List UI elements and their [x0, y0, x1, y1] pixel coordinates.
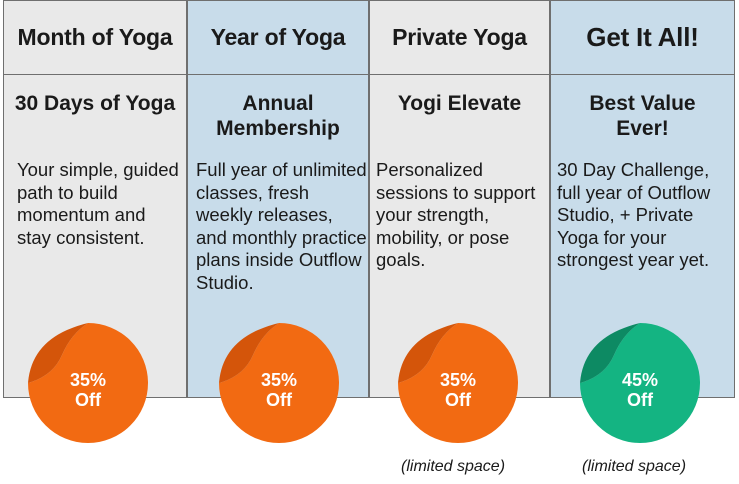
badge-off: Off [266, 390, 292, 410]
discount-badge: 35% Off [27, 322, 149, 444]
badge-off: Off [445, 390, 471, 410]
plan-card-year[interactable]: Year of Yoga Annual Membership Full year… [187, 0, 369, 398]
badge-percent: 35% [69, 370, 107, 390]
plan-title: 30 Days of Yoga [14, 92, 176, 115]
badge-fold [28, 323, 88, 383]
badge-body [398, 323, 518, 443]
plan-header: Get It All! [551, 1, 734, 75]
plan-header: Private Yoga [370, 1, 549, 75]
discount-badge: 35% Off [397, 322, 519, 444]
badge-percent: 35% [260, 370, 298, 390]
sticker-icon [398, 323, 518, 443]
badge-body [219, 323, 339, 443]
badge-body [580, 323, 700, 443]
plan-description: Your simple, guided path to build moment… [17, 159, 179, 248]
badge-off: Off [75, 390, 101, 410]
plan-description: Full year of unlimited classes, fresh we… [196, 159, 367, 293]
discount-badge: 35% Off [218, 322, 340, 444]
plan-title: Annual Membership [216, 92, 340, 140]
badge-fold [219, 323, 279, 383]
plan-header: Month of Yoga [4, 1, 186, 75]
plan-description: Personalized sessions to support your st… [376, 159, 536, 270]
sticker-icon [28, 323, 148, 443]
badge-percent: 35% [439, 370, 477, 390]
badge-fold [580, 323, 640, 383]
badge-body [28, 323, 148, 443]
plan-header: Year of Yoga [188, 1, 368, 75]
limited-space-note: (limited space) [401, 458, 506, 475]
sticker-icon [219, 323, 339, 443]
discount-badge: 45% Off [579, 322, 701, 444]
plan-title: Yogi Elevate [397, 92, 522, 115]
badge-off: Off [627, 390, 653, 410]
badge-percent: 45% [621, 370, 659, 390]
badge-fold [398, 323, 458, 383]
plan-title: Best Value Ever! [589, 92, 696, 140]
sticker-icon [580, 323, 700, 443]
plan-description: 30 Day Challenge, full year of Outflow S… [557, 159, 711, 270]
limited-space-note: (limited space) [582, 458, 687, 475]
plan-card-month[interactable]: Month of Yoga 30 Days of Yoga Your simpl… [3, 0, 187, 398]
